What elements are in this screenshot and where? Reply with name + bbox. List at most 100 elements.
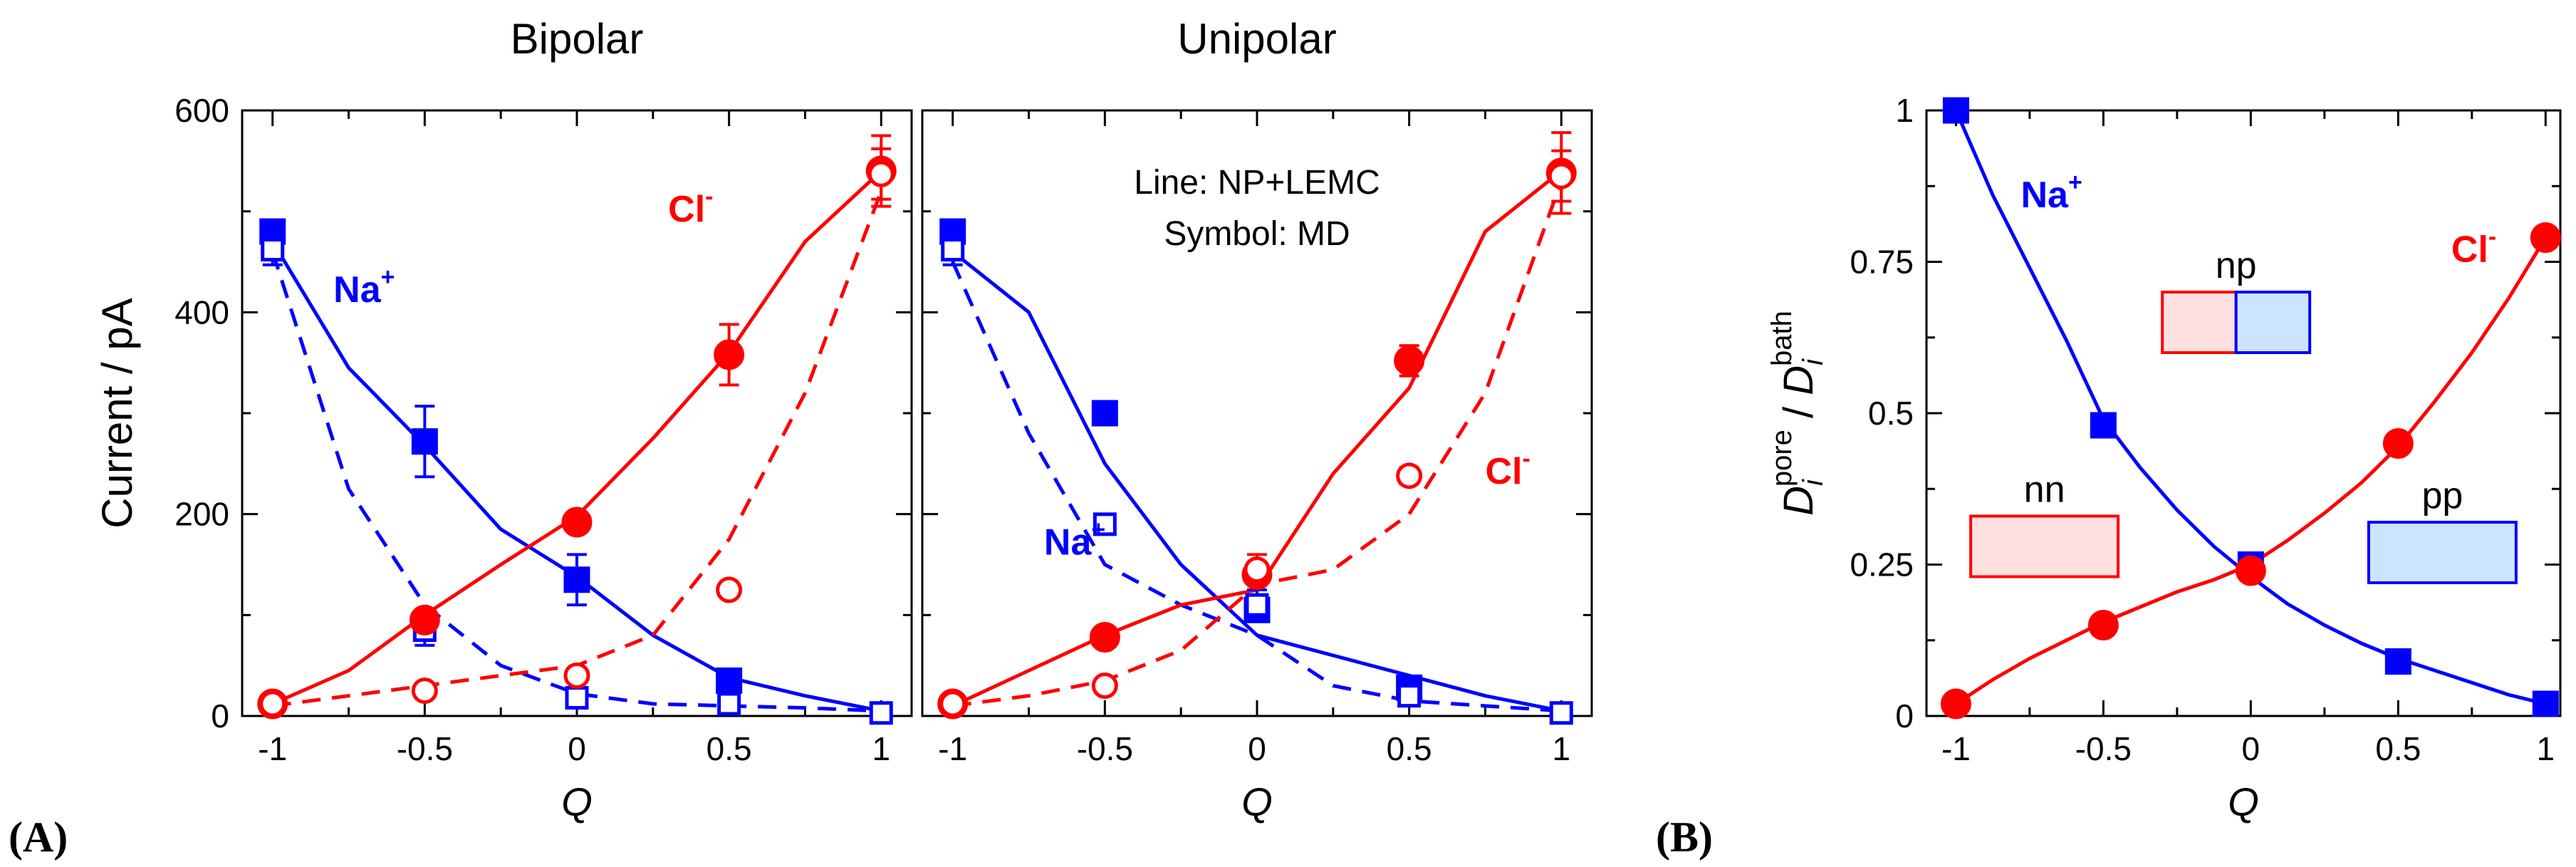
data-marker-circle — [1091, 673, 1118, 699]
x-tick-label: -1 — [258, 730, 287, 767]
data-marker-square — [716, 667, 743, 694]
x-tick-label: 0 — [1248, 730, 1266, 767]
y-tick-label: 1 — [1895, 92, 1914, 129]
ion-label-base: Na — [1044, 521, 1093, 563]
data-marker-square — [565, 686, 589, 710]
data-marker-square — [1093, 512, 1117, 536]
data-marker-circle — [2530, 222, 2561, 253]
data-marker-circle — [2235, 555, 2266, 586]
data-marker-circle — [1548, 162, 1575, 190]
data-marker-square — [1549, 701, 1573, 725]
panel-label-a: (A) — [9, 814, 68, 861]
data-marker-square — [1397, 684, 1422, 708]
ion-label-charge: + — [381, 264, 395, 291]
y-tick-label: 400 — [174, 294, 229, 331]
y-tick-label: 0.5 — [1868, 395, 1914, 432]
x-tick-label: 1 — [872, 730, 890, 767]
data-marker-square — [2090, 412, 2117, 439]
state-box-segment — [1969, 514, 2120, 578]
x-tick-label: 0.5 — [1387, 730, 1432, 767]
state-box-segment — [2367, 521, 2518, 584]
ylabel-sub: i — [1798, 358, 1829, 365]
panel-label-b: (B) — [1656, 814, 1713, 861]
data-marker-square — [1091, 400, 1118, 427]
y-tick-label: 0.25 — [1850, 546, 1914, 583]
data-marker-circle — [2087, 610, 2119, 640]
x-tick-label: -0.5 — [1077, 730, 1133, 767]
x-axis-label: Q — [561, 779, 593, 824]
data-marker-square — [261, 238, 285, 261]
ylabel-sup: pore — [1766, 430, 1798, 487]
ion-label: Na+ — [1044, 516, 1105, 563]
data-marker-circle — [1394, 345, 1425, 376]
ion-label: Cl- — [668, 183, 713, 230]
data-marker-circle — [563, 662, 590, 689]
ion-label: Cl- — [2451, 224, 2496, 271]
legend-text: Line: NP+LEMC — [1134, 164, 1380, 202]
data-marker-circle — [1089, 622, 1120, 653]
ion-label-base: Na — [333, 269, 382, 311]
y-axis-label: Current / pA — [93, 298, 141, 528]
x-tick-label: 0 — [2242, 730, 2260, 767]
y-axis-label: Dipore / Dibath — [1766, 311, 1829, 516]
data-marker-circle — [1940, 688, 1971, 720]
x-tick-label: -0.5 — [2075, 730, 2132, 767]
ion-label-base: Cl — [668, 189, 705, 230]
x-tick-label: 1 — [2537, 730, 2555, 767]
state-box-label: nn — [2024, 469, 2065, 511]
data-marker-circle — [716, 576, 743, 603]
data-marker-square — [1942, 97, 1969, 124]
state-box-label: np — [2216, 245, 2257, 286]
legend-text: Symbol: MD — [1164, 215, 1350, 253]
x-tick-label: 0.5 — [2375, 730, 2421, 767]
ion-label-base: Cl — [2451, 229, 2488, 271]
data-marker-circle — [939, 690, 966, 717]
plot-frame — [241, 109, 913, 717]
x-tick-label: 0.5 — [706, 730, 752, 767]
ion-label-charge: + — [2068, 169, 2082, 196]
x-tick-label: -0.5 — [397, 730, 453, 767]
state-box-segment — [2161, 291, 2238, 354]
ion-label-base: Cl — [1485, 451, 1522, 492]
data-marker-square — [1245, 593, 1269, 617]
series-line — [951, 261, 1562, 713]
ion-label: Na+ — [333, 264, 395, 311]
data-marker-circle — [714, 339, 745, 370]
data-marker-circle — [1243, 556, 1271, 583]
y-tick-label: 200 — [174, 496, 229, 533]
data-marker-square — [411, 428, 438, 455]
series-line — [951, 250, 1562, 713]
data-marker-circle — [867, 160, 895, 187]
ion-label-charge: - — [705, 183, 713, 210]
y-tick-label: 0 — [1895, 697, 1914, 734]
ylabel-slash: / — [1775, 395, 1822, 430]
x-axis-label: Q — [2228, 779, 2259, 824]
data-marker-square — [2384, 648, 2411, 675]
x-tick-label: -1 — [938, 730, 967, 767]
ion-label-charge: - — [1522, 445, 1530, 472]
data-marker-square — [563, 566, 590, 593]
data-marker-square — [941, 238, 965, 261]
ylabel-sup: bath — [1766, 311, 1798, 366]
series-line — [271, 170, 882, 706]
chart-title: Bipolar — [511, 15, 644, 63]
y-tick-label: 600 — [174, 92, 229, 129]
state-box-label: pp — [2421, 475, 2463, 516]
ylabel-D: D — [1775, 486, 1822, 516]
series-line — [271, 240, 882, 713]
ion-label: Na+ — [2020, 169, 2082, 216]
x-tick-label: 1 — [1552, 730, 1570, 767]
x-tick-label: -1 — [1941, 730, 1971, 767]
ylabel-D: D — [1775, 365, 1822, 395]
data-marker-square — [2532, 690, 2559, 717]
data-marker-circle — [561, 507, 593, 538]
series-line — [271, 251, 882, 713]
data-marker-circle — [259, 690, 286, 717]
ylabel-sub: i — [1798, 479, 1829, 486]
data-marker-square — [869, 701, 893, 725]
ion-label: Cl- — [1485, 445, 1530, 492]
state-box-segment — [2234, 291, 2312, 354]
data-marker-circle — [2382, 428, 2414, 459]
